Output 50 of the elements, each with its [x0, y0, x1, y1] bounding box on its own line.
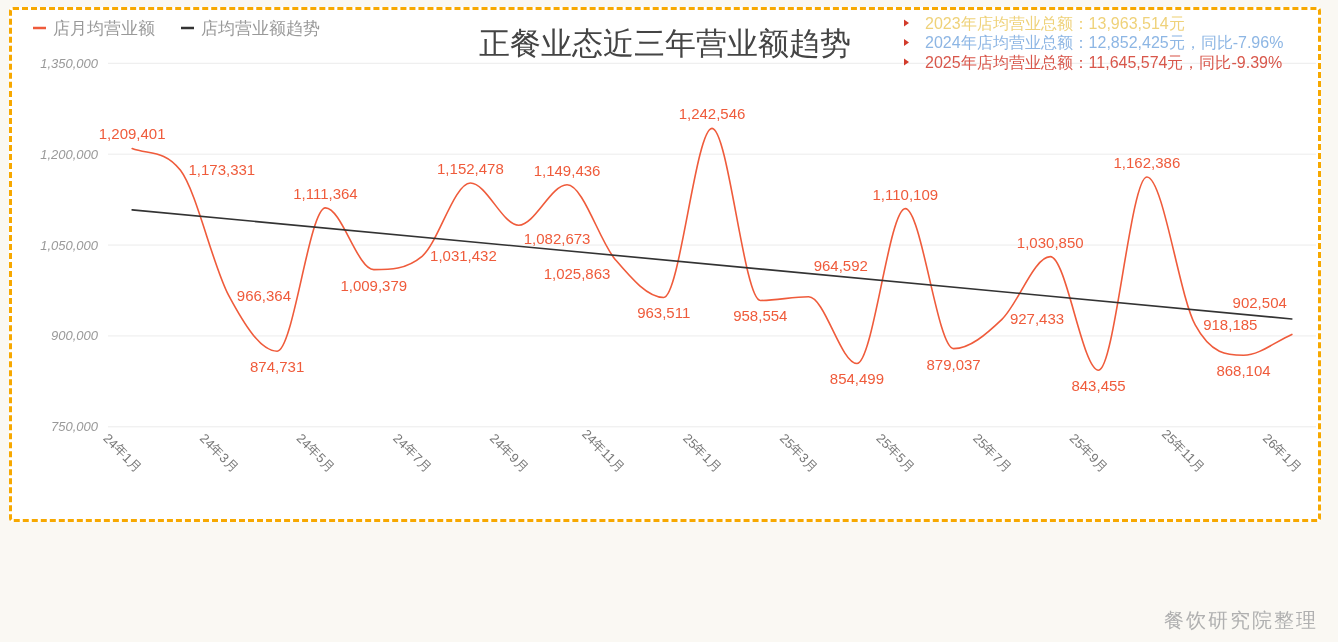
data-label: 1,242,546 — [678, 105, 746, 123]
x-tick-label: 25年11月 — [1158, 426, 1208, 475]
x-tick-label: 24年11月 — [579, 426, 628, 475]
y-tick-label: 900,000 — [51, 328, 98, 344]
data-label: 958,554 — [733, 307, 788, 325]
data-label: 1,149,436 — [533, 161, 601, 179]
x-tick-label: 26年1月 — [1260, 430, 1305, 475]
legend-label: 店月均营业额 — [53, 18, 155, 38]
data-label: 964,592 — [813, 256, 868, 274]
data-label: 1,031,432 — [430, 247, 497, 265]
x-tick-label: 25年7月 — [970, 430, 1015, 475]
x-tick-label: 25年3月 — [776, 430, 822, 475]
data-label: 843,455 — [1071, 377, 1126, 395]
data-label: 854,499 — [829, 370, 885, 388]
data-label: 1,025,863 — [543, 264, 611, 282]
data-label: 868,104 — [1216, 362, 1271, 380]
data-label: 1,162,386 — [1113, 153, 1181, 171]
data-label: 1,110,109 — [872, 185, 939, 203]
x-tick-label: 24年1月 — [100, 430, 145, 475]
chart-title: 正餐业态近三年营业额趋势 — [479, 25, 851, 61]
data-label: 1,152,478 — [437, 159, 504, 177]
data-label: 966,364 — [236, 286, 292, 304]
data-label: 963,511 — [637, 304, 691, 322]
x-tick-label: 24年5月 — [293, 430, 338, 475]
y-tick-label: 1,350,000 — [40, 55, 98, 71]
x-tick-label: 25年5月 — [873, 430, 918, 475]
data-label: 1,009,379 — [340, 276, 408, 294]
data-label: 927,433 — [1009, 310, 1065, 328]
legend-label: 店均营业额趋势 — [201, 18, 320, 38]
x-tick-label: 25年9月 — [1066, 430, 1112, 475]
x-tick-label: 24年9月 — [486, 430, 532, 475]
data-label: 1,209,401 — [98, 125, 166, 143]
x-tick-label: 24年7月 — [390, 430, 435, 475]
data-label: 1,173,331 — [188, 161, 256, 179]
y-tick-label: 750,000 — [51, 419, 98, 435]
annotation: 2025年店均营业总额：11,645,574元，同比-9.39% — [925, 53, 1283, 71]
annotation: 2024年店均营业总额：12,852,425元，同比-7.96% — [925, 34, 1284, 51]
annotation: 餐饮研究院整理 — [1164, 609, 1318, 631]
data-label: 879,037 — [926, 355, 981, 373]
data-label: 1,111,364 — [293, 184, 358, 202]
x-tick-label: 25年1月 — [680, 430, 725, 475]
y-tick-label: 1,200,000 — [40, 146, 98, 162]
data-label: 1,030,850 — [1016, 233, 1084, 251]
data-label: 918,185 — [1203, 315, 1258, 333]
x-tick-label: 24年3月 — [196, 430, 242, 475]
data-label: 902,504 — [1232, 294, 1287, 312]
data-label: 1,082,673 — [523, 230, 591, 248]
data-label: 874,731 — [250, 358, 305, 376]
annotation: 2023年店均营业总额：13,963,514元 — [925, 14, 1185, 32]
y-tick-label: 1,050,000 — [40, 237, 98, 253]
